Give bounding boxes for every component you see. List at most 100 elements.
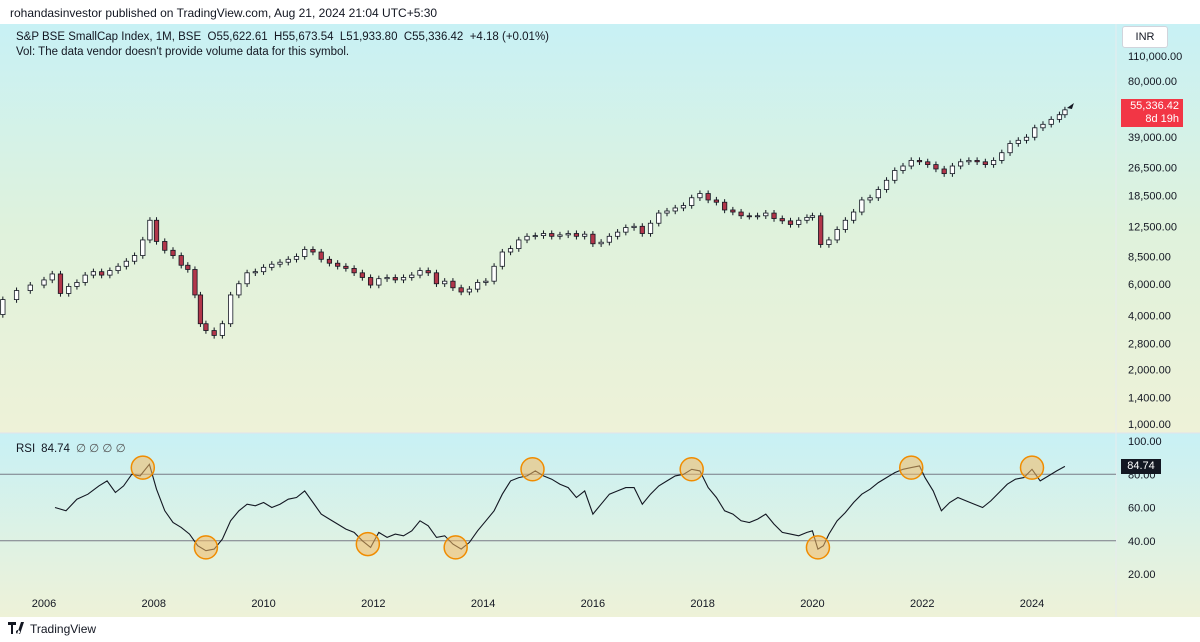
candle-up [90, 271, 96, 276]
price-tick-label: 2,000.00 [1128, 365, 1171, 377]
candle-down [392, 277, 398, 281]
candle-up [384, 277, 390, 280]
candle-down [974, 160, 980, 163]
symbol-name[interactable]: S&P BSE SmallCap Index, 1M, BSE [16, 31, 202, 43]
rsi-empty-symbols: ∅ ∅ ∅ ∅ [75, 443, 126, 455]
price-tick-label: 110,000.00 [1128, 51, 1182, 63]
close-value: C55,336.42 [403, 31, 464, 43]
candle-down [359, 272, 365, 278]
candle-up [754, 215, 761, 218]
candle-up [131, 255, 138, 262]
candle-down [211, 330, 217, 336]
rsi-highlight-circle [1019, 455, 1045, 480]
open-value: O55,622.61 [207, 31, 268, 43]
candle-up [892, 170, 898, 181]
candle-up [1032, 127, 1038, 138]
price-tick-label: 4,000.00 [1128, 310, 1171, 322]
candle-down [818, 215, 824, 245]
candle-up [966, 160, 972, 163]
candle-up [123, 260, 129, 267]
candle-down [335, 262, 341, 267]
rsi-value-tag: 84.74 [1121, 459, 1161, 474]
chart-canvas[interactable]: 110,000.00 80,000.00 39,000.00 26,500.00 18,… [0, 24, 1200, 617]
candle-up [466, 288, 472, 293]
candle-up [557, 234, 563, 237]
candle-up [834, 229, 840, 241]
rsi-highlight-circle [355, 531, 381, 557]
candle-up [949, 165, 956, 175]
candle-up [0, 299, 6, 315]
candle-up [826, 239, 832, 245]
candle-up [475, 282, 481, 290]
rsi-tick-label: 40.00 [1128, 536, 1156, 548]
candle-down [351, 268, 357, 274]
rsi-highlight-circle [805, 535, 831, 560]
candle-up [277, 261, 283, 265]
candle-up [285, 258, 291, 263]
candle-up [376, 278, 382, 286]
candle-up [228, 294, 234, 325]
candle-down [203, 323, 209, 331]
candle-up [82, 274, 88, 283]
rsi-highlight-circle [443, 535, 468, 560]
candle-down [925, 161, 931, 165]
candle-down [310, 249, 316, 253]
candle-down [153, 219, 160, 242]
candle-down [99, 271, 105, 276]
bar-countdown: 8d 19h [1145, 113, 1179, 125]
time-tick-label: 2016 [581, 598, 605, 610]
candle-up [499, 251, 505, 267]
currency-button[interactable]: INR [1122, 26, 1168, 48]
rsi-tick-label: 60.00 [1128, 503, 1156, 515]
candle-up [842, 219, 848, 230]
candle-down [57, 273, 64, 294]
candle-up [540, 233, 547, 236]
time-tick-label: 2018 [690, 598, 714, 610]
candle-up [532, 235, 538, 237]
candle-up [1048, 118, 1054, 125]
candle-up [269, 263, 275, 268]
low-value: L51,933.80 [339, 31, 398, 43]
candlestick-series [0, 106, 1068, 339]
time-tick-label: 2014 [471, 598, 495, 610]
rsi-series [54, 463, 1066, 552]
candle-up [990, 160, 997, 165]
candle-down [197, 294, 204, 325]
tradingview-logo-icon[interactable] [8, 622, 28, 637]
rsi-line [54, 463, 1066, 552]
price-tick-label: 1,000.00 [1128, 419, 1171, 431]
candle-up [219, 323, 225, 336]
candle-down [639, 225, 645, 234]
candle-up [867, 197, 873, 201]
candle-up [1007, 143, 1013, 154]
candle-up [908, 160, 914, 167]
candle-down [425, 270, 431, 274]
candle-up [409, 274, 415, 278]
tradingview-brand[interactable]: TradingView [30, 622, 97, 636]
price-axis: 110,000.00 80,000.00 39,000.00 26,500.00 18,… [1128, 51, 1182, 431]
candle-up [49, 273, 55, 281]
candle-up [74, 282, 80, 287]
candle-down [738, 211, 744, 217]
candle-down [746, 215, 752, 218]
candle-up [697, 193, 703, 199]
price-tick-label: 18,500.00 [1128, 191, 1177, 203]
candle-up [1056, 114, 1063, 120]
candle-up [252, 271, 258, 274]
rsi-legend[interactable]: RSI 84.74 ∅ ∅ ∅ ∅ [16, 441, 126, 455]
candle-down [318, 251, 324, 260]
candle-up [672, 207, 678, 212]
candle-up [796, 219, 802, 225]
rsi-pane-background [0, 433, 1200, 617]
candle-up [656, 212, 662, 224]
candle-up [680, 205, 687, 209]
candle-up [614, 231, 621, 237]
candle-up [236, 283, 242, 296]
candle-up [623, 227, 629, 233]
candle-up [41, 279, 47, 286]
last-price-tag: 55,336.42 8d 19h [1121, 99, 1183, 127]
candle-down [178, 255, 184, 266]
candle-down [162, 241, 168, 251]
last-price: 55,336.42 [1130, 100, 1179, 112]
candle-up [107, 270, 113, 276]
